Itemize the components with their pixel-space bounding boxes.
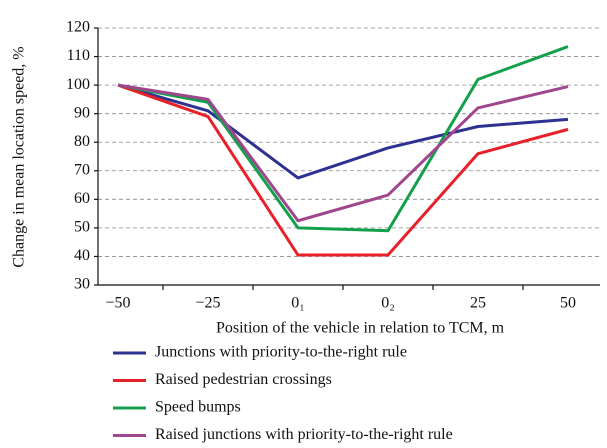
y-tick-label: 80 xyxy=(74,133,90,150)
y-tick-label: 100 xyxy=(66,76,90,93)
series-line xyxy=(117,83,569,180)
series-line xyxy=(117,83,569,257)
x-tick-label: 0₁ xyxy=(291,295,305,312)
x-tick-label: 50 xyxy=(560,295,576,312)
y-axis-title: Change in mean location speed, % xyxy=(11,46,28,267)
x-tick-label: 25 xyxy=(470,295,486,312)
y-tick-label: 110 xyxy=(67,47,90,64)
x-tick-label: −50 xyxy=(105,295,130,312)
x-axis-title: Position of the vehicle in relation to T… xyxy=(216,320,505,337)
series-line xyxy=(117,45,569,233)
series-line xyxy=(117,83,569,223)
legend-label: Raised pedestrian crossings xyxy=(155,371,332,388)
y-tick-label: 120 xyxy=(66,19,90,36)
y-tick-label: 90 xyxy=(74,104,90,121)
legend-label: Speed bumps xyxy=(155,399,241,416)
legend-label: Raised junctions with priority-to-the-ri… xyxy=(155,426,453,443)
y-tick-label: 30 xyxy=(74,276,90,293)
y-tick-label: 40 xyxy=(74,247,90,264)
y-tick-label: 70 xyxy=(74,161,90,178)
x-tick-label: −25 xyxy=(195,295,220,312)
y-tick-label: 60 xyxy=(74,190,90,207)
x-tick-label: 0₂ xyxy=(381,295,395,312)
legend-label: Junctions with priority-to-the-right rul… xyxy=(155,344,407,361)
y-tick-label: 50 xyxy=(74,219,90,236)
